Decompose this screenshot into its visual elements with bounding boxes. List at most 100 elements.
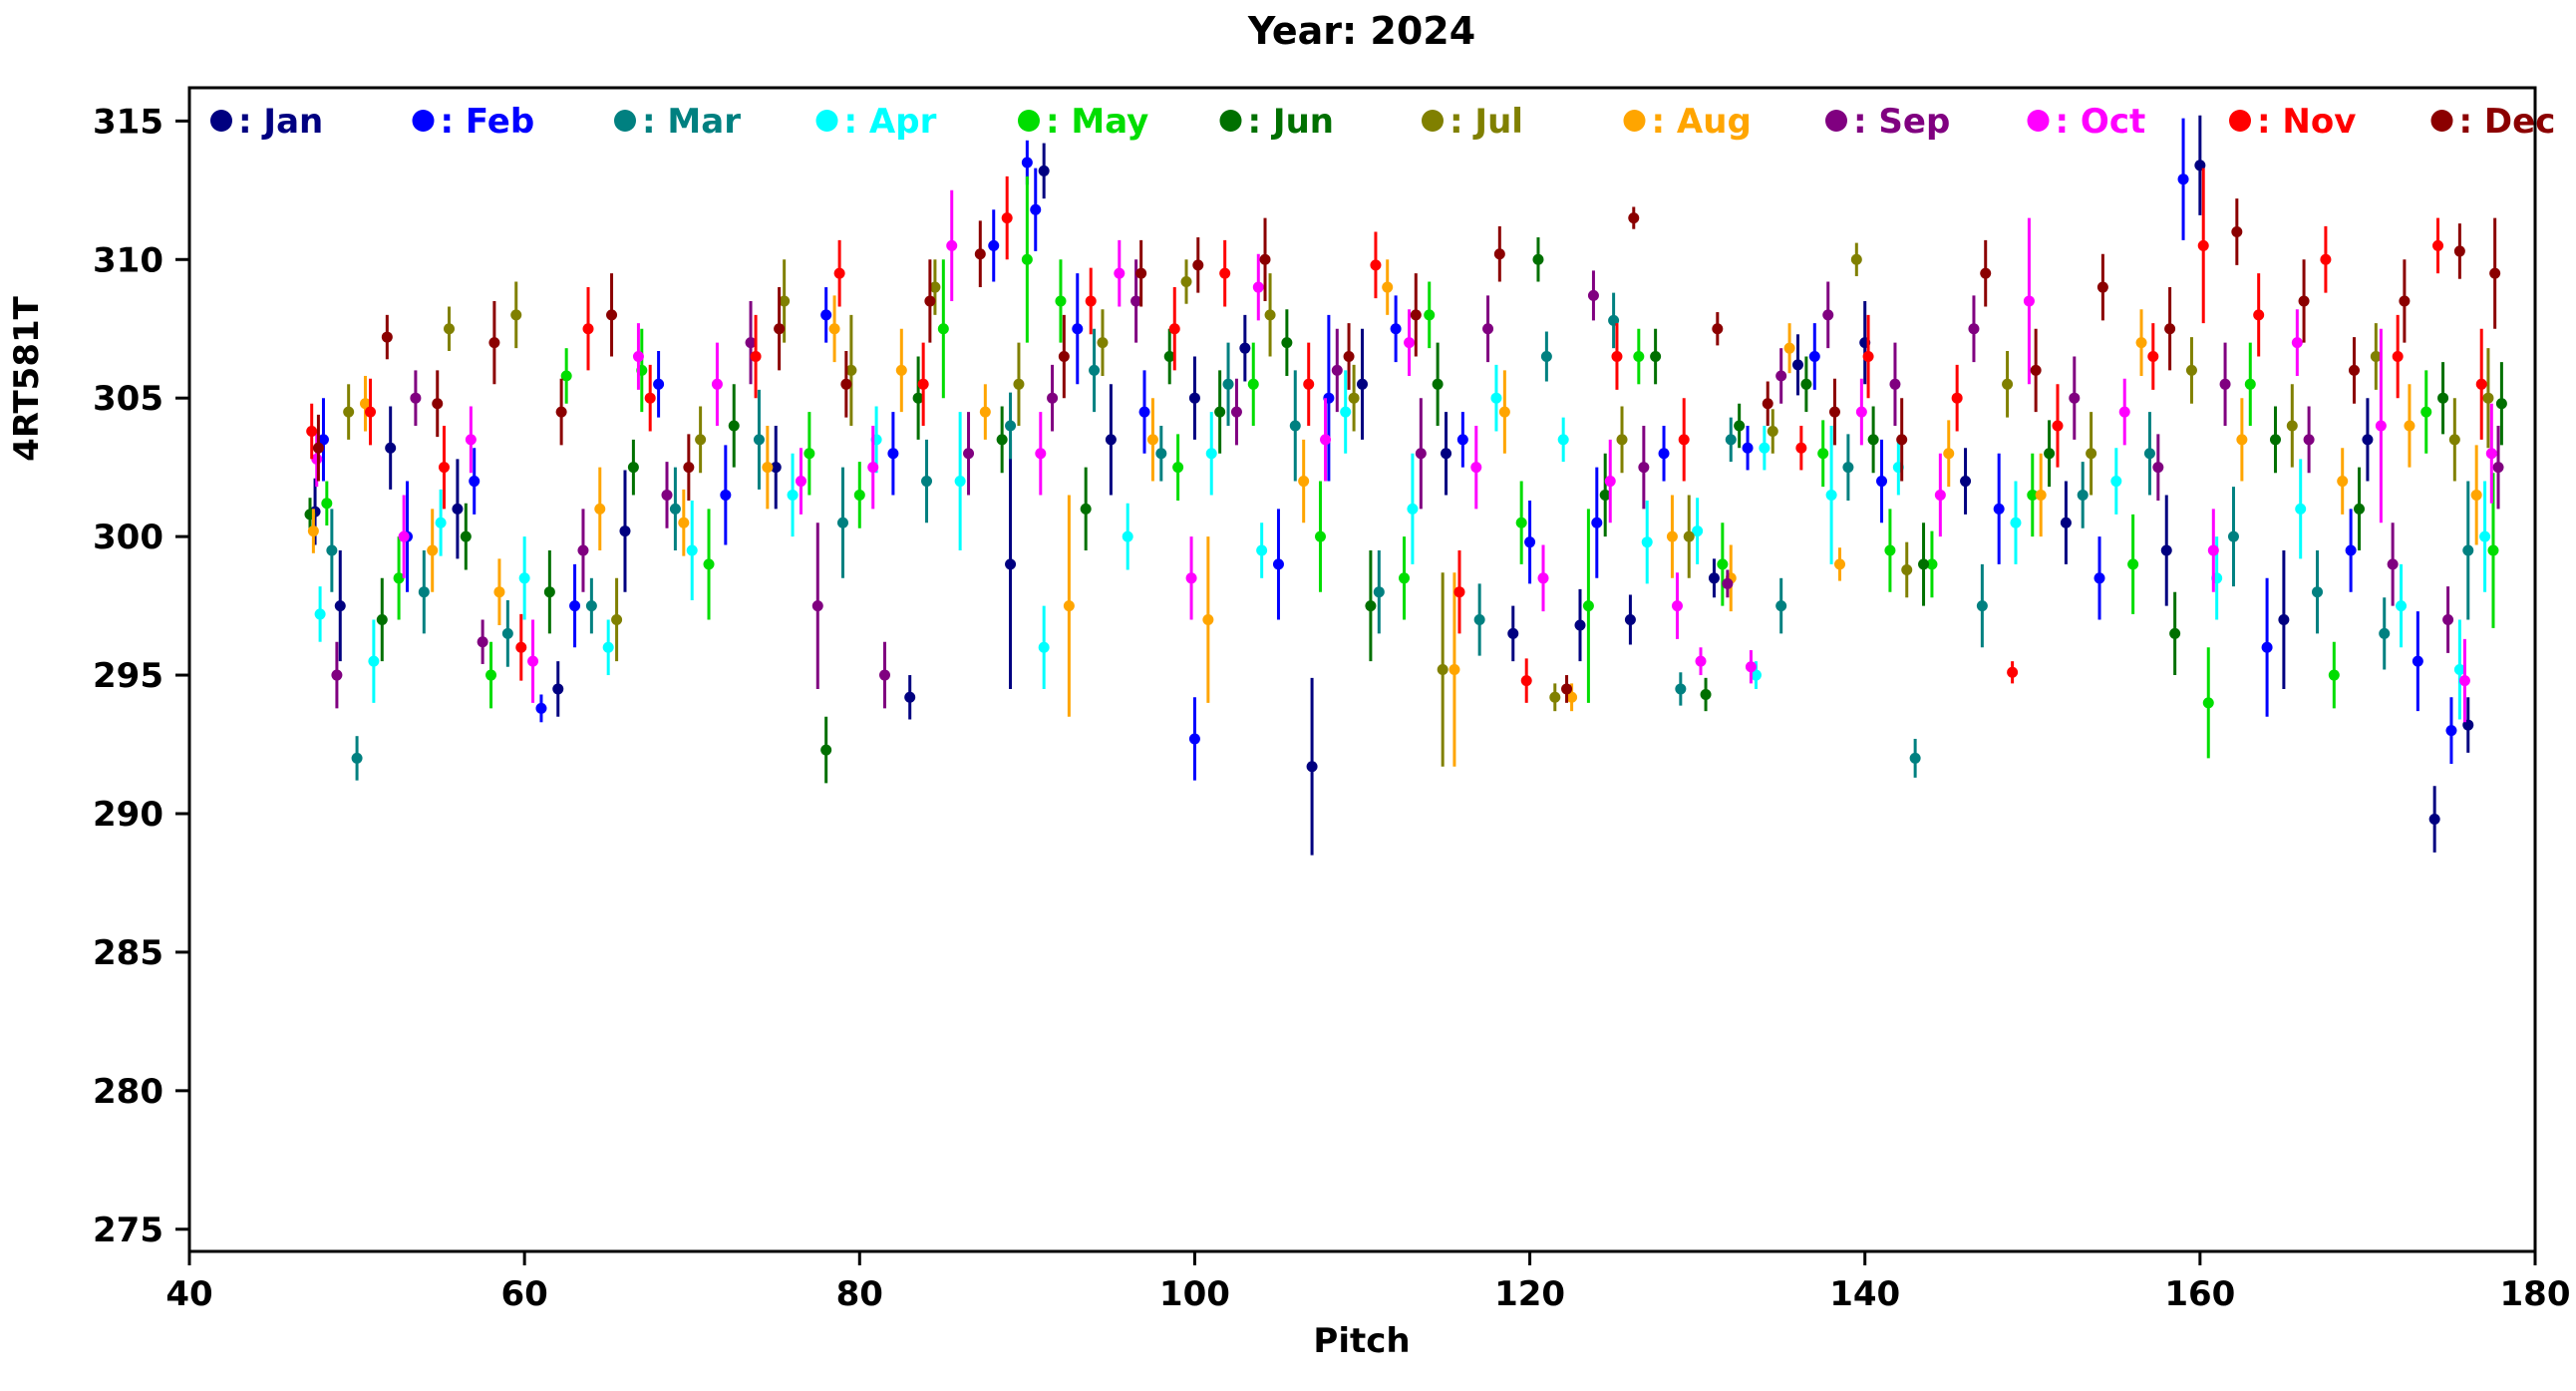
data-point (1247, 378, 1259, 390)
data-point (1493, 248, 1505, 260)
data-point (2185, 364, 2197, 376)
legend-label: : Sep (1853, 102, 1950, 142)
data-point (1658, 448, 1670, 460)
data-point (1700, 689, 1712, 701)
data-point (2197, 239, 2209, 251)
data-point (1306, 761, 1318, 773)
legend-item-mar: : Mar (614, 102, 741, 142)
data-point (1482, 323, 1494, 335)
data-point (686, 544, 698, 556)
data-point (2387, 558, 2399, 570)
data-point (828, 323, 840, 335)
data-point (836, 517, 848, 528)
data-point (2278, 613, 2290, 625)
data-point (745, 337, 757, 349)
data-point (438, 462, 450, 474)
data-point (418, 586, 430, 598)
data-point (1557, 434, 1569, 446)
data-point (2379, 627, 2391, 639)
data-point (1582, 600, 1594, 612)
data-point (1795, 442, 1807, 454)
data-point (1750, 669, 1762, 681)
data-point (2492, 462, 2504, 474)
data-series-sep (331, 259, 2504, 709)
data-point (1357, 378, 1368, 390)
data-point (711, 378, 723, 390)
x-tick-label: 160 (2164, 1274, 2235, 1314)
data-point (1013, 378, 1025, 390)
data-point (2432, 239, 2444, 251)
data-point (1289, 420, 1301, 432)
data-point (833, 267, 845, 279)
data-point (1909, 752, 1921, 764)
legend-marker-icon (1219, 110, 1242, 132)
data-point (2010, 517, 2022, 528)
x-tick-label: 120 (1494, 1274, 1565, 1314)
data-point (840, 378, 852, 390)
legend-item-jun: : Jun (1219, 102, 1334, 142)
data-point (921, 476, 933, 488)
data-point (627, 462, 639, 474)
data-point (2007, 666, 2019, 678)
data-point (2328, 669, 2340, 681)
data-point (2219, 378, 2231, 390)
data-point (2177, 174, 2189, 185)
data-point (2093, 572, 2105, 584)
data-point (381, 331, 393, 343)
data-point (1005, 558, 1017, 570)
data-point (1800, 378, 1812, 390)
data-point (1842, 462, 1854, 474)
data-point (1608, 314, 1620, 326)
legend-item-oct: : Oct (2027, 102, 2145, 142)
data-point (2370, 351, 2382, 363)
data-point (1272, 558, 1284, 570)
legend-label: : Jan (238, 102, 323, 142)
data-point (2227, 530, 2239, 542)
data-point (1604, 476, 1616, 488)
data-point (1072, 323, 1084, 335)
data-point (2303, 434, 2315, 446)
data-point (1980, 267, 1992, 279)
data-point (1168, 323, 1180, 335)
data-point (878, 669, 890, 681)
data-point (2453, 664, 2465, 675)
data-point (804, 448, 815, 460)
data-point (1808, 351, 1820, 363)
data-point (2291, 337, 2303, 349)
data-point (1976, 600, 1988, 612)
data-point (2286, 420, 2298, 432)
data-point (2110, 476, 2122, 488)
data-point (1507, 627, 1519, 639)
data-point (1759, 442, 1771, 454)
data-series-aug (307, 259, 2482, 767)
data-point (1549, 691, 1561, 703)
legend-item-nov: : Nov (2229, 102, 2356, 142)
data-point (460, 530, 472, 542)
data-point (2458, 675, 2470, 687)
data-point (1574, 619, 1586, 631)
data-point (946, 239, 958, 251)
data-point (1205, 448, 1217, 460)
data-point (1370, 259, 1382, 271)
data-point (427, 544, 439, 556)
data-point (1783, 342, 1795, 354)
legend-item-jul: : Jul (1422, 102, 1523, 142)
legend-item-dec: : Dec (2430, 102, 2555, 142)
data-point (1725, 434, 1737, 446)
data-point (1146, 434, 1158, 446)
y-axis-label: 4RT581T (7, 295, 47, 461)
data-point (762, 462, 774, 474)
data-point (2392, 351, 2404, 363)
data-point (929, 281, 941, 293)
data-point (410, 392, 422, 404)
data-point (1005, 420, 1017, 432)
data-point (1498, 406, 1510, 418)
data-point (1951, 392, 1963, 404)
data-point (1734, 420, 1746, 432)
data-point (2348, 364, 2360, 376)
data-point (770, 462, 782, 474)
data-point (644, 392, 656, 404)
legend: : Jan: Feb: Mar: Apr: May: Jun: Jul: Aug… (210, 102, 2555, 142)
data-point (359, 398, 371, 410)
data-point (1097, 337, 1109, 349)
